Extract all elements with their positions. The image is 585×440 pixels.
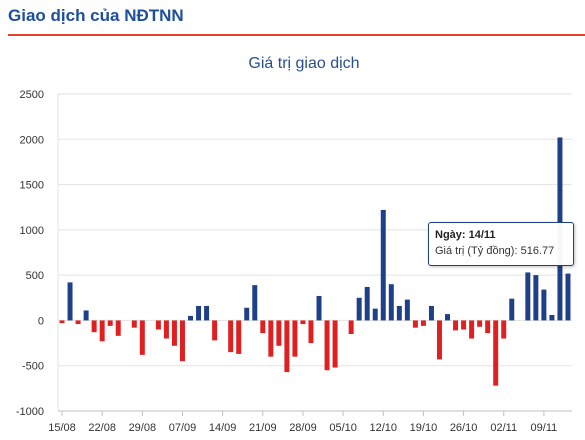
bar[interactable] [525,272,531,321]
bar[interactable] [75,320,81,325]
y-tick-label: -500 [22,361,44,373]
bar[interactable] [252,285,258,321]
bar[interactable] [188,315,194,321]
bar[interactable] [388,284,394,321]
bar[interactable] [83,310,89,321]
x-tick-label: 19/10 [410,422,438,434]
bar[interactable] [565,273,571,321]
chart-tooltip: Ngày: 14/11 Giá trị (Tỷ đồng): 516.77 [428,222,574,266]
y-tick-label: 500 [26,270,44,282]
bar[interactable] [380,209,386,321]
bar[interactable] [509,298,515,321]
bar[interactable] [284,320,290,373]
y-tick-label: 1000 [20,225,44,237]
bar[interactable] [163,320,169,339]
bar[interactable] [348,320,354,335]
x-tick-label: 14/09 [209,422,237,434]
header-divider [8,34,585,36]
bar[interactable] [212,320,218,341]
bar[interactable] [67,282,73,321]
bar[interactable] [549,314,555,321]
bar[interactable] [292,320,298,357]
x-tick-label: 15/08 [48,422,76,434]
bar[interactable] [436,320,442,360]
x-axis-ticks: 15/08 22/08 29/08 07/09 14/09 21/09 28/09 05/10… [48,410,572,434]
bar[interactable] [115,320,121,336]
x-tick-label: 22/08 [88,422,116,434]
x-tick-label: 12/10 [370,422,398,434]
bar[interactable] [332,320,338,368]
y-tick-label: 0 [38,315,44,327]
bar[interactable] [541,289,547,321]
bar[interactable] [244,307,250,321]
bar[interactable] [445,314,451,321]
y-tick-label: -1000 [16,406,44,418]
bar[interactable] [107,320,113,326]
bar[interactable] [204,305,210,321]
bar[interactable] [404,299,410,321]
bar[interactable] [308,320,314,344]
tooltip-date: Ngày: 14/11 [435,229,496,241]
bar[interactable] [228,320,234,353]
bar[interactable] [356,297,362,321]
bar[interactable] [412,320,418,328]
page-title: Giao dịch của NĐTNN [8,6,184,25]
bar[interactable] [485,320,491,334]
bar[interactable] [533,275,539,321]
bar[interactable] [469,320,475,339]
bar[interactable] [196,305,202,321]
bar[interactable] [461,320,467,330]
bar[interactable] [131,320,137,328]
bar[interactable] [364,286,370,321]
bar[interactable] [453,320,459,331]
x-tick-label: 05/10 [329,422,357,434]
bar[interactable] [428,305,434,321]
bar[interactable] [316,295,322,321]
bar[interactable] [260,320,266,334]
bar[interactable] [236,320,242,354]
bar[interactable] [91,320,97,333]
chart-title: Giá trị giao dịch [248,55,359,72]
bar[interactable] [276,320,282,346]
y-tick-label: 2000 [20,134,44,146]
bar[interactable] [179,320,185,362]
x-tick-label: 29/08 [129,422,157,434]
bar[interactable] [372,308,378,321]
bar[interactable] [477,320,483,327]
bar[interactable] [268,320,274,357]
bar[interactable] [99,320,105,342]
x-tick-label: 02/11 [490,422,517,434]
bar[interactable] [493,320,499,386]
y-axis-ticks: 2500 2000 1500 1000 500 0 -500 -1000 [16,89,44,418]
bar[interactable] [420,320,426,326]
bar[interactable] [59,320,65,324]
tooltip-value: 516.77 [520,245,555,257]
bar[interactable] [501,320,507,339]
x-tick-label: 21/09 [249,422,277,434]
x-tick-label: 09/11 [531,422,558,434]
bar[interactable] [139,320,145,355]
x-tick-label: 26/10 [450,422,478,434]
x-tick-label: 07/09 [169,422,197,434]
y-tick-label: 2500 [20,89,44,101]
tooltip-value-label: Giá trị (Tỷ đồng): [435,245,518,257]
bar[interactable] [300,320,306,325]
y-tick-label: 1500 [20,180,44,192]
bar[interactable] [171,320,177,346]
bar[interactable] [396,305,402,321]
bar[interactable] [155,320,161,330]
bar[interactable] [324,320,330,371]
x-tick-label: 28/09 [289,422,317,434]
